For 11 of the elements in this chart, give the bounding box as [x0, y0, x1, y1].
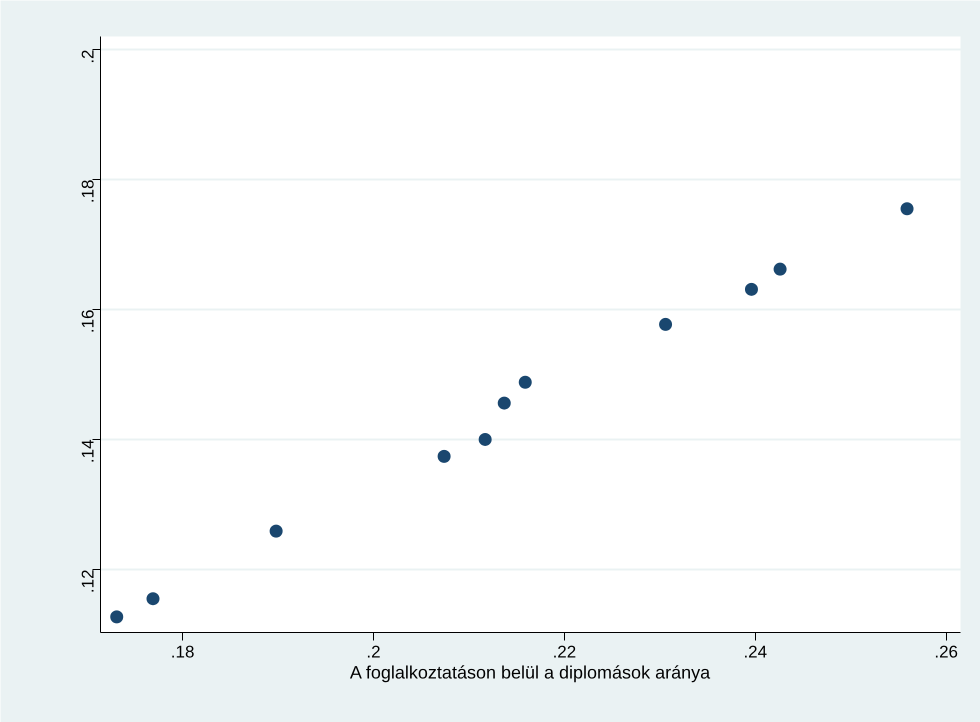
y-tick-label: .18 [78, 179, 98, 204]
y-tick-label: .2 [78, 49, 98, 64]
y-tick-label: .12 [78, 569, 98, 594]
x-tick-label: .26 [934, 642, 958, 662]
x-tick-label: .24 [743, 642, 768, 662]
x-tick-label: .2 [366, 642, 381, 662]
y-tick-label: .14 [78, 439, 98, 464]
x-tick-label: .18 [170, 642, 194, 662]
y-tick-label: .16 [78, 309, 98, 334]
x-tick-label: .22 [552, 642, 576, 662]
x-axis-title: A foglalkoztatáson belül a diplomások aránya [350, 662, 712, 682]
